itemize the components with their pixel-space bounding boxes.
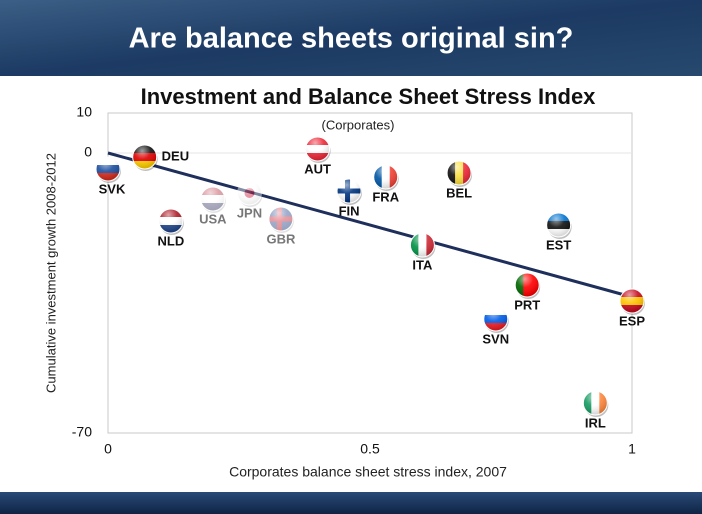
y-tick-label: 10 [76,104,92,120]
data-point [409,232,436,259]
point-label: BEL [446,185,472,200]
footer-band [0,492,702,514]
data-point [236,180,263,207]
flag-gloss [373,164,399,190]
flag-gloss [546,212,572,238]
point-label: NLD [158,233,185,248]
flag-gloss [514,272,540,298]
chart-subtitle: (Corporates) [322,117,395,132]
point-label: AUT [304,161,331,176]
chart-title: Investment and Balance Sheet Stress Inde… [141,84,597,109]
point-label: ESP [619,313,645,328]
point-label: GBR [266,231,296,246]
flag-gloss [483,306,509,332]
data-point [158,208,184,235]
flag-gloss [619,288,645,314]
x-axis-label: Corporates balance sheet stress index, 2… [229,464,507,480]
point-label: ITA [412,257,433,272]
flag-gloss [132,144,158,170]
data-point [582,390,609,417]
point-label: JPN [237,205,262,220]
flag-gloss [336,178,362,204]
point-label: DEU [162,148,189,163]
data-point [373,164,399,191]
data-point [132,144,158,171]
y-axis-label: Cumulative investment growth 2008-2012 [43,153,58,393]
point-label: USA [199,211,227,226]
y-tick-label: -70 [72,424,92,440]
data-point [483,306,509,333]
flag-gloss [409,232,435,258]
point-label: IRL [585,415,606,430]
flag-gloss [95,156,121,182]
point-label: SVK [99,181,126,196]
x-tick-label: 0 [104,441,112,457]
flag-gloss [305,136,331,162]
data-point [546,212,572,239]
data-point [619,288,645,315]
data-point [200,186,226,213]
data-point [336,178,363,205]
flag-gloss [158,208,184,234]
flag-gloss [236,180,262,206]
plot-frame [107,112,633,434]
flag-gloss [582,390,608,416]
data-point [95,156,121,183]
data-point [268,206,294,233]
point-label: FIN [339,203,360,218]
trend-line [107,151,633,299]
data-point [446,160,473,187]
slide-title: Are balance sheets original sin? [129,23,574,55]
point-label: SVN [482,331,509,346]
flag-gloss [200,186,226,212]
data-point [514,272,541,299]
point-label: EST [546,237,571,252]
data-point [305,136,331,163]
flag-gloss [268,206,294,232]
y-tick-label: 0 [84,144,92,160]
x-tick-label: 1 [628,441,636,457]
point-label: PRT [514,297,540,312]
flag-gloss [446,160,472,186]
point-label: FRA [372,189,399,204]
x-tick-label: 0.5 [360,441,380,457]
header-band [0,0,702,76]
